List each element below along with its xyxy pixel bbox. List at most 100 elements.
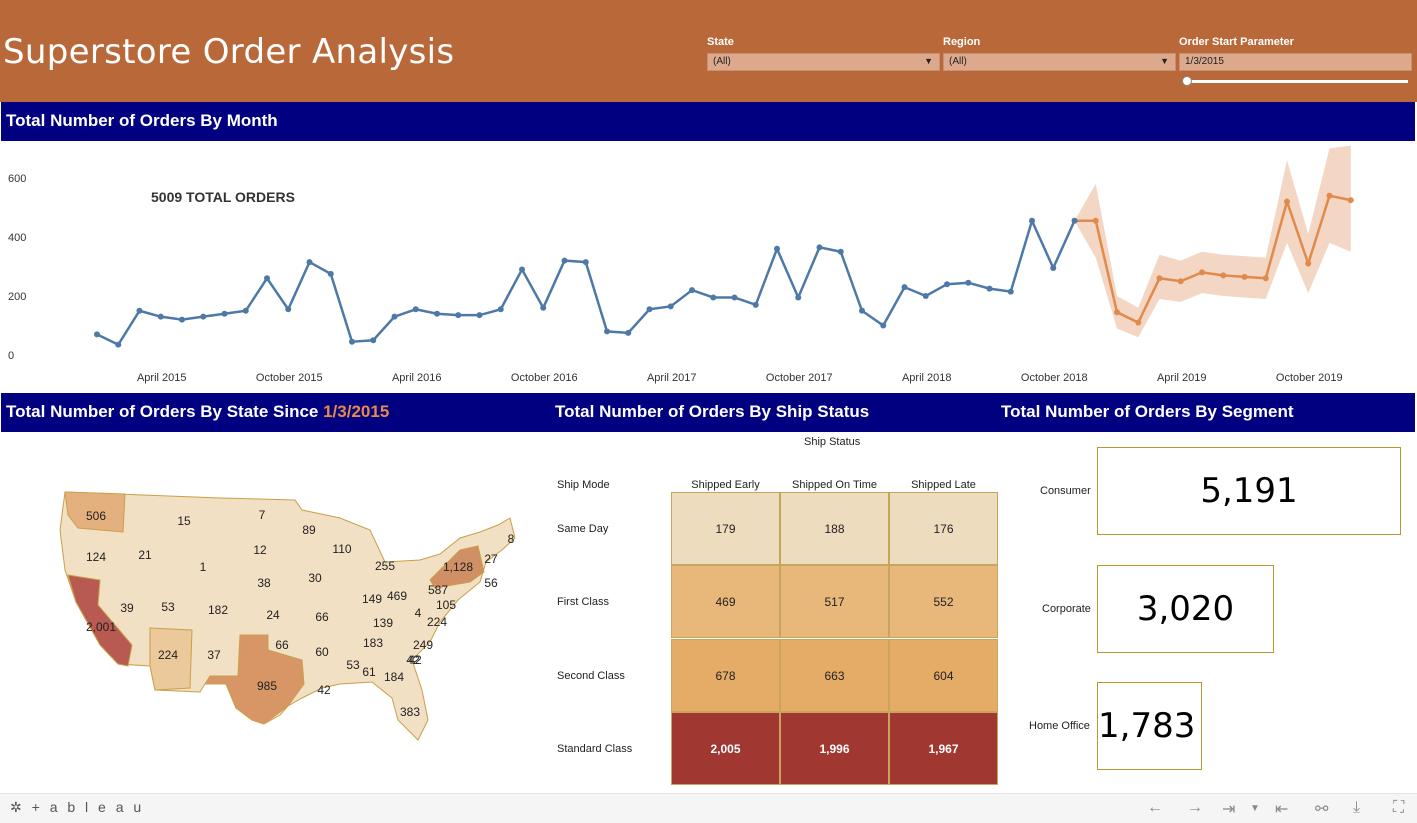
cell-second-class-late[interactable]: 604 (889, 639, 998, 712)
actual-point[interactable] (880, 322, 887, 329)
actual-point[interactable] (370, 337, 377, 344)
actual-point[interactable] (561, 257, 568, 264)
forecast-point[interactable] (1135, 319, 1142, 326)
cell-standard-class-late[interactable]: 1,967 (889, 712, 998, 785)
download-icon[interactable]: ⤓ (1353, 799, 1361, 816)
state-value-la[interactable]: 42 (317, 683, 331, 697)
forecast-point[interactable] (1326, 192, 1333, 199)
revert-icon[interactable]: ⇥ (1222, 801, 1236, 818)
tableau-logo[interactable]: ✲ + a b l e a u (10, 799, 144, 816)
state-value-sd[interactable]: 12 (253, 543, 267, 557)
state-value-il[interactable]: 149 (362, 592, 382, 606)
cell-standard-class-on-time[interactable]: 1,996 (780, 712, 889, 785)
state-value-ks[interactable]: 24 (266, 608, 280, 622)
first-page-icon[interactable]: ⇤ (1275, 801, 1289, 818)
state-value-ar[interactable]: 60 (315, 645, 329, 659)
dropdown-arrow-icon[interactable]: ▼ (1160, 56, 1169, 66)
actual-point[interactable] (349, 338, 355, 345)
state-value-fl[interactable]: 383 (400, 705, 420, 719)
state-value-tn[interactable]: 53 (346, 658, 360, 672)
state-value-sc[interactable]: 42 (408, 653, 422, 667)
actual-point[interactable] (412, 306, 419, 313)
actual-point[interactable] (646, 306, 653, 313)
state-value-wv[interactable]: 4 (415, 606, 422, 620)
state-value-ky[interactable]: 183 (363, 636, 383, 650)
cell-second-class-early[interactable]: 678 (671, 639, 780, 712)
dropdown-arrow-icon[interactable]: ▼ (924, 56, 933, 66)
state-value-ne[interactable]: 38 (257, 576, 271, 590)
state-value-nv[interactable]: 39 (120, 601, 134, 615)
state-value-me[interactable]: 8 (508, 532, 515, 546)
actual-point[interactable] (986, 285, 993, 292)
state-wa-shape[interactable] (64, 491, 126, 533)
actual-point[interactable] (1029, 217, 1035, 224)
revert-dropdown-icon[interactable]: ▼ (1250, 803, 1260, 814)
actual-point[interactable] (136, 307, 143, 314)
forecast-point[interactable] (1284, 198, 1290, 205)
actual-point[interactable] (625, 329, 632, 336)
state-value-ok[interactable]: 66 (275, 638, 289, 652)
state-ny-shape[interactable] (429, 545, 485, 589)
actual-point[interactable] (731, 294, 738, 301)
state-tx-shape[interactable] (204, 634, 305, 725)
state-value-in[interactable]: 139 (373, 616, 393, 630)
actual-point[interactable] (242, 307, 249, 314)
state-value-ny[interactable]: 1,128 (443, 560, 473, 574)
forecast-point[interactable] (1220, 272, 1227, 279)
cell-first-class-late[interactable]: 552 (889, 565, 998, 638)
state-value-wi[interactable]: 110 (332, 542, 351, 556)
state-value-vt[interactable]: 27 (484, 552, 498, 566)
segment-bar-home-office[interactable]: 1,783 (1097, 682, 1202, 770)
actual-point[interactable] (604, 328, 610, 335)
state-value-mi[interactable]: 255 (375, 559, 395, 573)
state-value-tx[interactable]: 985 (257, 679, 277, 693)
actual-point[interactable] (816, 244, 823, 251)
state-value-ca[interactable]: 2,001 (86, 620, 116, 634)
actual-point[interactable] (922, 293, 929, 299)
state-az-shape[interactable] (149, 627, 193, 691)
actual-point[interactable] (837, 248, 844, 255)
actual-point[interactable] (582, 259, 589, 266)
state-ca-shape[interactable] (67, 574, 133, 667)
state-value-ms[interactable]: 61 (362, 665, 376, 679)
state-value-co[interactable]: 182 (208, 603, 228, 617)
forecast-point[interactable] (1177, 278, 1184, 285)
actual-point[interactable] (476, 312, 483, 319)
forecast-point[interactable] (1156, 275, 1163, 282)
actual-point[interactable] (540, 304, 547, 311)
state-value-or[interactable]: 124 (86, 550, 106, 564)
actual-point[interactable] (519, 266, 525, 273)
segment-bar-corporate[interactable]: 3,020 (1097, 565, 1274, 653)
fullscreen-icon[interactable]: ⛶ (1393, 799, 1405, 816)
actual-point[interactable] (901, 284, 908, 291)
cell-first-class-early[interactable]: 469 (671, 565, 780, 638)
state-value-nc[interactable]: 249 (413, 638, 433, 652)
state-value-ia[interactable]: 30 (308, 571, 322, 585)
state-value-md[interactable]: 105 (436, 598, 456, 612)
redo-icon[interactable]: → (1187, 799, 1203, 816)
state-value-pa[interactable]: 587 (428, 583, 448, 597)
forecast-point[interactable] (1114, 309, 1120, 316)
actual-point[interactable] (306, 259, 313, 266)
actual-point[interactable] (179, 316, 185, 323)
state-value-ut[interactable]: 53 (161, 600, 175, 614)
order-start-slider[interactable] (1184, 80, 1408, 83)
cell-first-class-on-time[interactable]: 517 (780, 565, 889, 638)
share-icon[interactable]: ⚯ (1315, 801, 1329, 818)
actual-point[interactable] (774, 245, 780, 252)
region-filter-dropdown[interactable]: (All) ▼ (943, 53, 1176, 71)
actual-point[interactable] (327, 270, 334, 277)
state-value-ga[interactable]: 42 (406, 653, 420, 667)
state-value-oh[interactable]: 469 (387, 589, 407, 603)
actual-point[interactable] (285, 306, 292, 313)
actual-point[interactable] (944, 281, 950, 288)
state-value-nm[interactable]: 37 (207, 648, 221, 662)
actual-point[interactable] (455, 312, 462, 319)
actual-point[interactable] (965, 279, 972, 286)
state-value-mt[interactable]: 15 (177, 514, 191, 528)
actual-point[interactable] (391, 313, 398, 320)
actual-point[interactable] (115, 341, 122, 348)
actual-point[interactable] (689, 287, 695, 294)
state-value-al[interactable]: 184 (384, 670, 404, 684)
forecast-point[interactable] (1305, 260, 1312, 267)
